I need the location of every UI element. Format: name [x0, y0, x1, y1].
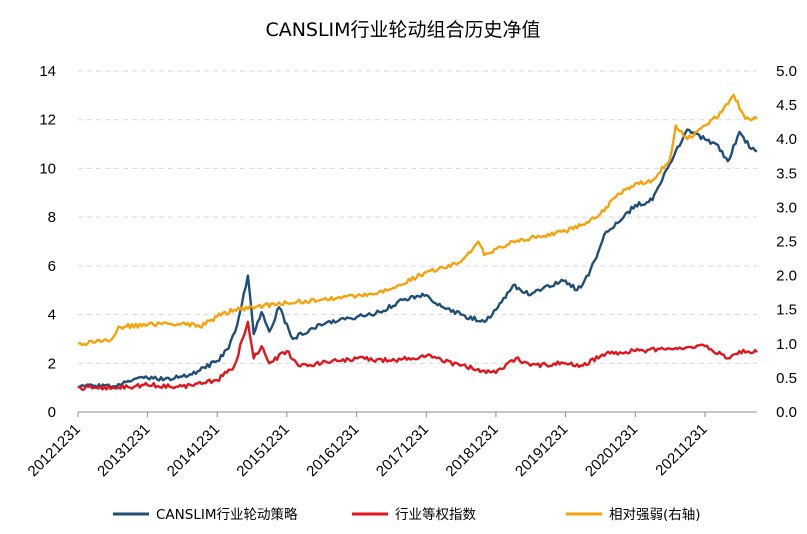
x-tick-label: 20161231 — [303, 421, 362, 480]
series-line-1 — [77, 128, 758, 389]
y-right-tick-label: 1.5 — [776, 302, 797, 319]
y-left-tick-label: 8 — [48, 209, 56, 226]
y-left-tick-label: 10 — [39, 160, 56, 177]
y-left-tick-label: 0 — [48, 404, 56, 421]
y-right-tick-label: 4.5 — [776, 97, 797, 114]
series-line-3 — [77, 93, 758, 347]
x-tick-label: 20201231 — [582, 421, 641, 480]
y-axis-left-ticks: 0 2 4 6 8 10 12 14 — [39, 63, 56, 421]
x-tick-label: 20171231 — [373, 421, 432, 480]
y-left-tick-label: 4 — [48, 307, 56, 324]
y-right-tick-label: 1.0 — [776, 336, 797, 353]
x-tick-label: 20121231 — [25, 421, 84, 480]
series-lines — [77, 93, 758, 391]
y-right-tick-label: 5.0 — [776, 63, 797, 80]
legend-label: 相对强弱(右轴) — [609, 507, 701, 523]
x-tick-label: 20181231 — [442, 421, 501, 480]
x-tick-label: 20191231 — [512, 421, 571, 480]
legend: CANSLIM行业轮动策略 行业等权指数 相对强弱(右轴) — [113, 506, 701, 523]
x-tick-label: 20131231 — [94, 421, 153, 480]
y-left-tick-label: 2 — [48, 355, 56, 372]
x-tick-label: 20151231 — [233, 421, 292, 480]
y-axis-right-ticks: 0.0 0.5 1.0 1.5 2.0 2.5 3.0 3.5 4.0 4.5 5.0 — [776, 63, 797, 421]
y-right-tick-label: 3.5 — [776, 165, 797, 182]
gridlines — [78, 70, 757, 364]
chart-title: CANSLIM行业轮动组合历史净值 — [265, 19, 540, 41]
y-right-tick-label: 0.0 — [776, 404, 797, 421]
legend-label: CANSLIM行业轮动策略 — [156, 506, 298, 523]
y-right-tick-label: 4.0 — [776, 131, 797, 148]
y-right-tick-label: 2.5 — [776, 234, 797, 251]
x-tick-label: 20141231 — [164, 421, 223, 480]
y-right-tick-label: 0.5 — [776, 370, 797, 387]
y-left-tick-label: 12 — [39, 112, 56, 129]
axes — [77, 411, 757, 417]
legend-label: 行业等权指数 — [395, 506, 476, 523]
series-line-2 — [77, 320, 758, 391]
y-left-tick-label: 14 — [39, 63, 56, 80]
y-right-tick-label: 2.0 — [776, 268, 797, 285]
y-right-tick-label: 3.0 — [776, 199, 797, 216]
x-axis-ticks: 20121231 20131231 20141231 20151231 20161231… — [25, 421, 711, 480]
x-tick-label: 20211231 — [652, 421, 710, 479]
y-left-tick-label: 6 — [48, 258, 56, 275]
